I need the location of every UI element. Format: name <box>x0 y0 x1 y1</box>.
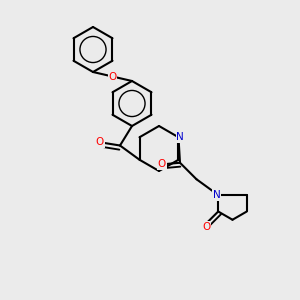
Text: O: O <box>158 159 166 169</box>
Text: N: N <box>213 190 220 200</box>
Text: O: O <box>96 137 104 148</box>
Text: O: O <box>202 222 210 232</box>
Text: N: N <box>176 132 184 142</box>
Text: O: O <box>108 71 117 82</box>
